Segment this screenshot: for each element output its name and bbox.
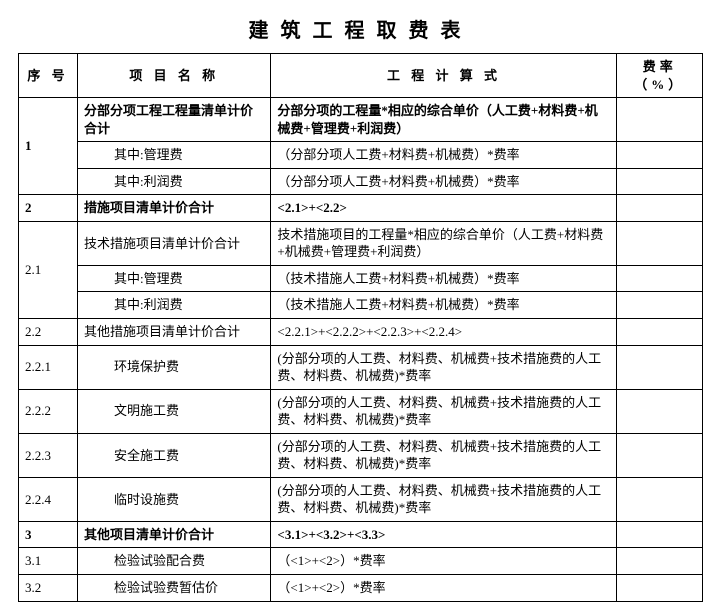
table-header-row: 序 号 项 目 名 称 工 程 计 算 式 费率（%） [19,54,703,98]
cell-expr: （技术措施人工费+材料费+机械费）*费率 [271,292,617,319]
table-row: 2.2.1环境保护费(分部分项的人工费、材料费、机械费+技术措施费的人工费、材料… [19,345,703,389]
cell-name: 其他项目清单计价合计 [78,521,271,548]
cell-rate [617,575,703,602]
cell-seq: 2.2.4 [19,477,78,521]
cell-seq: 2 [19,195,78,222]
cell-name: 环境保护费 [78,345,271,389]
cell-expr: （<1>+<2>）*费率 [271,575,617,602]
cell-seq: 3.1 [19,548,78,575]
cell-seq: 2.2 [19,319,78,346]
table-row: 2.2其他措施项目清单计价合计<2.2.1>+<2.2.2>+<2.2.3>+<… [19,319,703,346]
cell-rate [617,98,703,142]
cell-expr: (分部分项的人工费、材料费、机械费+技术措施费的人工费、材料费、机械费)*费率 [271,345,617,389]
page-title: 建筑工程取费表 [18,8,703,53]
cell-expr: （分部分项人工费+材料费+机械费）*费率 [271,168,617,195]
cell-name: 分部分项工程工程量清单计价合计 [78,98,271,142]
cell-expr: (分部分项的人工费、材料费、机械费+技术措施费的人工费、材料费、机械费)*费率 [271,433,617,477]
table-row: 其中:利润费（分部分项人工费+材料费+机械费）*费率 [19,168,703,195]
cell-name: 其他措施项目清单计价合计 [78,319,271,346]
cell-rate [617,477,703,521]
table-row: 2.2.2文明施工费(分部分项的人工费、材料费、机械费+技术措施费的人工费、材料… [19,389,703,433]
col-header-name: 项 目 名 称 [78,54,271,98]
col-header-seq: 序 号 [19,54,78,98]
table-row: 其中:管理费（分部分项人工费+材料费+机械费）*费率 [19,142,703,169]
table-row: 2措施项目清单计价合计<2.1>+<2.2> [19,195,703,222]
table-row: 2.2.3安全施工费(分部分项的人工费、材料费、机械费+技术措施费的人工费、材料… [19,433,703,477]
fee-table-page: 建筑工程取费表 序 号 项 目 名 称 工 程 计 算 式 费率（%） 1分部分… [0,0,721,610]
cell-name: 检验试验配合费 [78,548,271,575]
cell-rate [617,345,703,389]
cell-rate [617,168,703,195]
table-row: 3其他项目清单计价合计<3.1>+<3.2>+<3.3> [19,521,703,548]
cell-seq: 3 [19,521,78,548]
table-row: 2.2.4临时设施费(分部分项的人工费、材料费、机械费+技术措施费的人工费、材料… [19,477,703,521]
cell-name: 其中:管理费 [78,142,271,169]
cell-name: 措施项目清单计价合计 [78,195,271,222]
cell-seq: 2.1 [19,221,78,318]
cell-rate [617,319,703,346]
table-row: 2.1技术措施项目清单计价合计技术措施项目的工程量*相应的综合单价（人工费+材料… [19,221,703,265]
cell-seq: 2.2.2 [19,389,78,433]
cell-name: 其中:管理费 [78,265,271,292]
cell-expr: <3.1>+<3.2>+<3.3> [271,521,617,548]
cell-rate [617,548,703,575]
cell-expr: 分部分项的工程量*相应的综合单价（人工费+材料费+机械费+管理费+利润费） [271,98,617,142]
cell-rate [617,195,703,222]
cell-seq: 1 [19,98,78,195]
table-row: 3.1检验试验配合费（<1>+<2>）*费率 [19,548,703,575]
table-row: 3.2检验试验费暂估价（<1>+<2>）*费率 [19,575,703,602]
cell-name: 其中:利润费 [78,168,271,195]
cell-name: 安全施工费 [78,433,271,477]
table-row: 1分部分项工程工程量清单计价合计分部分项的工程量*相应的综合单价（人工费+材料费… [19,98,703,142]
col-header-rate: 费率（%） [617,54,703,98]
cell-expr: 技术措施项目的工程量*相应的综合单价（人工费+材料费+机械费+管理费+利润费） [271,221,617,265]
cell-expr: (分部分项的人工费、材料费、机械费+技术措施费的人工费、材料费、机械费)*费率 [271,389,617,433]
cell-expr: （分部分项人工费+材料费+机械费）*费率 [271,142,617,169]
cell-expr: (分部分项的人工费、材料费、机械费+技术措施费的人工费、材料费、机械费)*费率 [271,477,617,521]
cell-seq: 2.2.1 [19,345,78,389]
cell-name: 文明施工费 [78,389,271,433]
table-row: 其中:管理费（技术措施人工费+材料费+机械费）*费率 [19,265,703,292]
cell-name: 技术措施项目清单计价合计 [78,221,271,265]
cell-expr: <2.2.1>+<2.2.2>+<2.2.3>+<2.2.4> [271,319,617,346]
cell-name: 检验试验费暂估价 [78,575,271,602]
cell-rate [617,433,703,477]
table-row: 其中:利润费（技术措施人工费+材料费+机械费）*费率 [19,292,703,319]
cell-seq: 3.2 [19,575,78,602]
cell-seq: 2.2.3 [19,433,78,477]
col-header-expr: 工 程 计 算 式 [271,54,617,98]
fee-table-body: 1分部分项工程工程量清单计价合计分部分项的工程量*相应的综合单价（人工费+材料费… [19,98,703,601]
cell-expr: <2.1>+<2.2> [271,195,617,222]
fee-table: 序 号 项 目 名 称 工 程 计 算 式 费率（%） 1分部分项工程工程量清单… [18,53,703,602]
cell-name: 其中:利润费 [78,292,271,319]
cell-rate [617,389,703,433]
cell-name: 临时设施费 [78,477,271,521]
cell-rate [617,142,703,169]
cell-rate [617,265,703,292]
cell-expr: （技术措施人工费+材料费+机械费）*费率 [271,265,617,292]
cell-rate [617,292,703,319]
cell-rate [617,521,703,548]
cell-expr: （<1>+<2>）*费率 [271,548,617,575]
cell-rate [617,221,703,265]
